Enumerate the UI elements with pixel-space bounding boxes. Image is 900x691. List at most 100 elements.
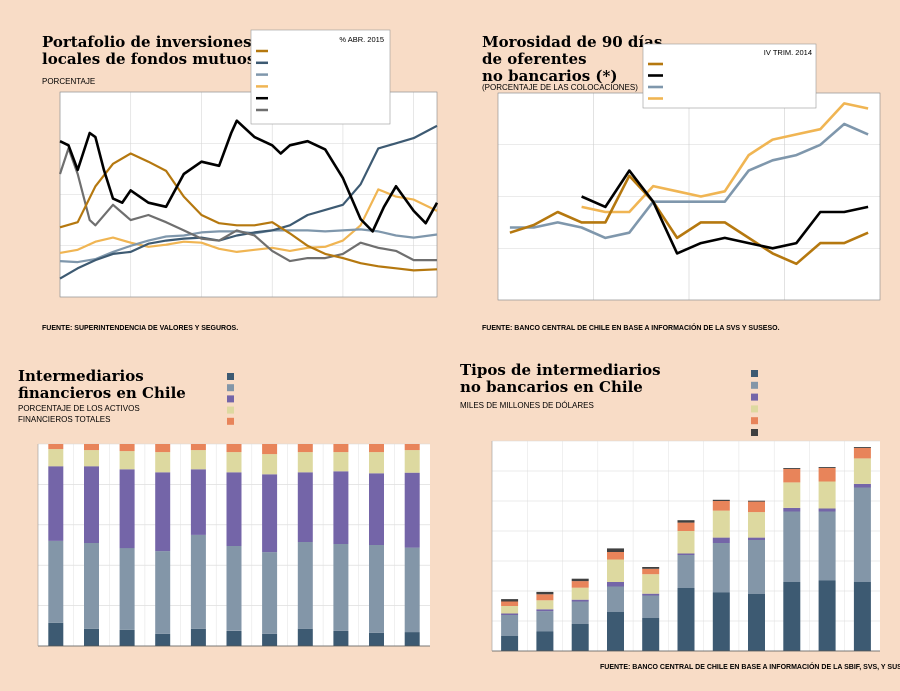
chart4-bar-segment bbox=[501, 615, 519, 636]
chart3-bar-segment bbox=[404, 472, 420, 548]
chart4-bar-segment bbox=[536, 609, 554, 612]
chart3-bar-segment bbox=[48, 622, 64, 646]
chart2-series bbox=[509, 102, 869, 266]
chart1-frame bbox=[59, 91, 438, 298]
chart4-legend-swatch bbox=[751, 429, 758, 436]
chart3-legend-swatch bbox=[227, 406, 234, 414]
chart4-title-line2: no bancarios en Chile bbox=[460, 378, 643, 396]
chart4-legend-swatch bbox=[751, 393, 758, 401]
chart3-bar-segment bbox=[190, 534, 206, 629]
chart3-bar-segment bbox=[84, 444, 99, 451]
chart1-ylabel: PORCENTAJE bbox=[42, 77, 95, 86]
chart3-legend-swatch bbox=[227, 384, 234, 392]
chart3-bar-segment bbox=[262, 454, 278, 475]
chart4-bar-segment bbox=[818, 481, 836, 509]
chart3-bar-segment bbox=[119, 548, 135, 630]
chart4-bar-segment bbox=[607, 586, 624, 612]
chart3-bar-segment bbox=[262, 474, 278, 553]
chart3-bar-segment bbox=[84, 628, 99, 646]
chart4-bar-segment bbox=[818, 511, 836, 581]
chart4-bar-segment bbox=[501, 599, 519, 602]
chart4-bar-segment bbox=[783, 582, 801, 651]
chart4-bar-segment bbox=[677, 531, 695, 554]
chart3-bars bbox=[48, 444, 420, 646]
chart4-bar-segment bbox=[571, 599, 589, 602]
chart4-bar-segment bbox=[571, 624, 589, 651]
chart3-bar-segment bbox=[48, 541, 64, 623]
chart3-ylabel-line1: PORCENTAJE DE LOS ACTIVOS bbox=[18, 404, 140, 413]
chart3-bar-segment bbox=[226, 472, 242, 546]
chart4-bar-segment bbox=[536, 631, 554, 651]
chart3-bar-segment bbox=[369, 632, 384, 646]
chart3-bar-segment bbox=[226, 452, 242, 473]
chart4-bar-segment bbox=[818, 508, 836, 512]
chart3-legend bbox=[227, 373, 234, 425]
chart4-bar-segment bbox=[677, 522, 695, 531]
chart4-bar-segment bbox=[536, 594, 554, 601]
chart4-bar-segment bbox=[853, 458, 871, 484]
chart1-source: FUENTE: SUPERINTENDENCIA DE VALORES Y SE… bbox=[42, 325, 238, 332]
chart4-bar-segment bbox=[748, 512, 765, 538]
chart3-ylabel-line2: FINANCIEROS TOTALES bbox=[18, 415, 110, 424]
chart4-axes bbox=[491, 441, 880, 652]
chart4-bar-segment bbox=[501, 613, 519, 615]
chart1-line-5 bbox=[58, 147, 437, 263]
chart3-bar-segment bbox=[404, 632, 420, 646]
chart3-bar-segment bbox=[155, 444, 171, 453]
chart4-bar-segment bbox=[607, 548, 624, 552]
chart3-bar-segment bbox=[190, 450, 206, 470]
chart4-bar-segment bbox=[712, 501, 730, 511]
chart4-bar-segment bbox=[607, 559, 624, 582]
chart3-legend-swatch bbox=[227, 373, 234, 380]
chart4-bar-segment bbox=[642, 568, 660, 575]
chart4-legend bbox=[751, 370, 758, 436]
chart4-bar-segment bbox=[853, 447, 871, 459]
chart3-bar-segment bbox=[119, 469, 135, 549]
chart3-bar-segment bbox=[333, 630, 349, 646]
chart4-bar-segment bbox=[536, 611, 554, 632]
chart4-legend-swatch bbox=[751, 417, 758, 425]
chart2-ylabel: (PORCENTAJE DE LAS COLOCACIONES) bbox=[482, 83, 638, 92]
chart3-bar-segment bbox=[404, 547, 420, 632]
chart2-title-line3: no bancarios (*) bbox=[482, 67, 617, 85]
chart4-bar-segment bbox=[748, 537, 765, 540]
chart3-bar-segment bbox=[119, 629, 135, 646]
chart3-bar-segment bbox=[262, 444, 278, 455]
chart1-line-0 bbox=[59, 152, 438, 272]
chart3-bar-segment bbox=[262, 552, 278, 634]
chart4-bar-segment bbox=[607, 612, 624, 651]
chart4-bar-segment bbox=[853, 483, 871, 488]
chart4-bar-segment bbox=[642, 618, 660, 651]
chart4-bar-segment bbox=[818, 580, 836, 651]
chart4-bar-segment bbox=[853, 582, 871, 651]
chart1-legend: % ABR. 2015 bbox=[250, 29, 391, 125]
chart2-title-line1: Morosidad de 90 días bbox=[482, 33, 662, 51]
chart3-bar-segment bbox=[155, 452, 171, 473]
chart1-line-3 bbox=[59, 188, 438, 254]
chart2-legend: IV TRIM. 2014 bbox=[642, 43, 817, 109]
chart3-bar-segment bbox=[48, 466, 64, 541]
chart4-bar-segment bbox=[642, 595, 660, 618]
chart3-bar-segment bbox=[155, 551, 171, 634]
chart2-grid bbox=[498, 92, 880, 301]
chart3-bar-segment bbox=[297, 542, 313, 629]
chart3-bar-segment bbox=[84, 466, 99, 543]
chart3-bar-segment bbox=[84, 543, 99, 629]
chart3-bar-segment bbox=[155, 472, 171, 552]
chart3-bar-segment bbox=[48, 449, 64, 467]
chart3-bar-segment bbox=[297, 628, 313, 646]
chart4-bar-segment bbox=[748, 500, 765, 502]
chart4-legend-swatch bbox=[751, 381, 758, 389]
chart4-bar-segment bbox=[642, 567, 660, 569]
chart4-ylabel: MILES DE MILLONES DE DÓLARES bbox=[460, 401, 594, 410]
chart4-bar-segment bbox=[853, 487, 871, 582]
chart1-legend-header: % ABR. 2015 bbox=[339, 35, 384, 44]
chart4-legend-swatch bbox=[751, 405, 758, 413]
chart4-bar-segment bbox=[501, 601, 519, 606]
chart4-bar-segment bbox=[783, 507, 801, 512]
chart3-bar-segment bbox=[119, 451, 135, 470]
chart2-title-line2: de oferentes bbox=[482, 50, 587, 68]
chart4-bar-segment bbox=[677, 588, 695, 651]
chart4-bar-segment bbox=[748, 501, 765, 513]
chart4-bar-segment bbox=[712, 510, 730, 538]
